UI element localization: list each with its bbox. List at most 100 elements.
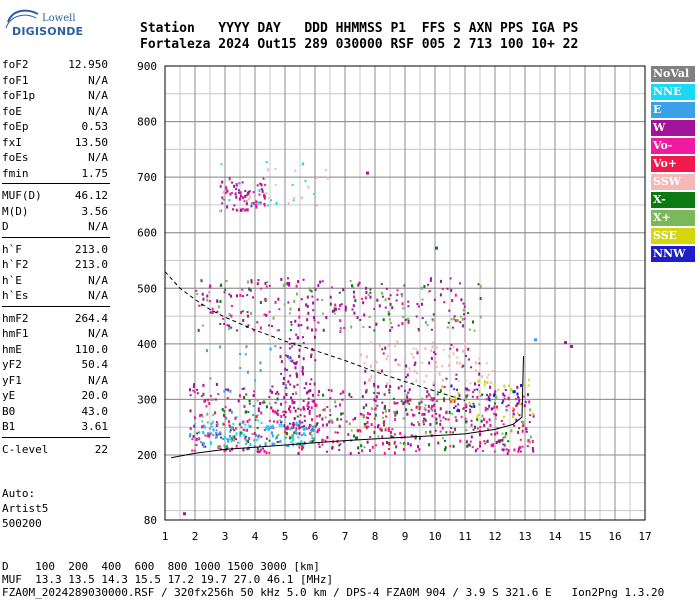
- echo-point: [256, 184, 259, 187]
- echo-point: [479, 395, 482, 398]
- echo-point: [224, 406, 227, 408]
- echo-point: [222, 413, 225, 417]
- echo-point: [311, 440, 314, 443]
- echo-point: [373, 384, 376, 388]
- echo-point: [381, 348, 384, 351]
- echo-point: [235, 432, 238, 436]
- param-row: foE N/A: [2, 105, 108, 119]
- echo-point: [478, 370, 480, 373]
- echo-point: [257, 201, 260, 205]
- echo-point: [470, 419, 473, 422]
- echo-point: [401, 316, 404, 319]
- echo-point: [512, 412, 515, 415]
- echo-point: [321, 417, 324, 421]
- echo-point: [423, 417, 425, 420]
- echo-point: [242, 196, 244, 200]
- echo-point: [519, 450, 522, 453]
- echo-point: [564, 341, 567, 345]
- echo-point: [290, 323, 293, 326]
- echo-point: [229, 436, 232, 440]
- echo-point: [293, 196, 296, 199]
- echo-point: [388, 388, 391, 391]
- echo-point: [390, 370, 393, 373]
- echo-point: [201, 324, 204, 327]
- echo-point: [494, 433, 497, 436]
- echo-point: [387, 344, 390, 347]
- echo-point: [479, 315, 482, 319]
- echo-point: [443, 301, 446, 304]
- echo-point: [274, 392, 277, 395]
- echo-point: [430, 397, 433, 400]
- header-row-1: Station YYYY DAY DDD HHMMSS P1 FFS S AXN…: [140, 21, 579, 36]
- echo-point: [435, 246, 438, 250]
- echo-point: [401, 302, 404, 306]
- param-row: h`E N/A: [2, 274, 108, 288]
- echo-point: [458, 409, 461, 413]
- echo-point: [200, 413, 203, 416]
- echo-point: [435, 365, 438, 368]
- echo-point: [255, 200, 258, 203]
- echo-point: [254, 379, 257, 382]
- echo-point: [233, 429, 236, 432]
- echo-point: [233, 439, 236, 442]
- echo-point: [329, 397, 332, 400]
- echo-point: [260, 188, 263, 191]
- echo-point: [491, 370, 494, 373]
- echo-point: [215, 429, 218, 432]
- echo-point: [308, 409, 311, 412]
- echo-point: [223, 410, 226, 413]
- profile-curve: [170, 356, 524, 459]
- echo-point: [497, 388, 499, 391]
- echo-point: [287, 277, 289, 280]
- echo-point: [268, 396, 271, 399]
- echo-point: [317, 443, 320, 446]
- echo-point: [433, 298, 436, 301]
- echo-point: [245, 435, 247, 438]
- echo-point: [366, 171, 369, 175]
- echo-point: [293, 431, 296, 434]
- echo-point: [301, 447, 303, 451]
- echo-point: [309, 289, 312, 292]
- echo-point: [278, 440, 280, 443]
- echo-point: [349, 280, 352, 282]
- echo-point: [252, 394, 255, 397]
- echo-point: [394, 414, 397, 417]
- echo-point: [209, 311, 212, 314]
- echo-point: [359, 412, 362, 415]
- echo-point: [485, 420, 488, 424]
- echo-point: [339, 392, 342, 395]
- echo-point: [198, 431, 201, 434]
- echo-point: [260, 287, 263, 290]
- echo-point: [422, 419, 425, 423]
- echo-point: [237, 399, 240, 403]
- echo-point: [290, 441, 293, 443]
- param-value: 12.950: [68, 58, 108, 71]
- echo-point: [389, 385, 392, 388]
- echo-point: [290, 396, 293, 399]
- echo-point: [528, 378, 530, 381]
- echo-point: [221, 202, 224, 205]
- echo-point: [441, 288, 444, 291]
- echo-point: [493, 383, 496, 386]
- echo-point: [479, 429, 481, 433]
- echo-point: [220, 209, 223, 212]
- param-label: MUF(D): [2, 189, 42, 202]
- echo-point: [393, 442, 396, 445]
- echo-point: [349, 452, 352, 456]
- echo-point: [263, 193, 266, 197]
- echo-point: [301, 365, 304, 369]
- echo-point: [382, 318, 385, 322]
- echo-point: [227, 438, 230, 441]
- echo-point: [219, 345, 222, 349]
- echo-point: [464, 397, 467, 401]
- echo-point: [406, 399, 409, 403]
- echo-point: [259, 368, 262, 372]
- y-tick-label: 800: [137, 116, 157, 129]
- echo-point: [239, 191, 242, 195]
- echo-point: [285, 428, 288, 431]
- echo-point: [428, 361, 431, 365]
- header-row-2: Fortaleza 2024 Out15 289 030000 RSF 005 …: [140, 37, 579, 52]
- echo-point: [483, 423, 486, 427]
- echo-point: [502, 423, 505, 426]
- echo-point: [452, 431, 455, 434]
